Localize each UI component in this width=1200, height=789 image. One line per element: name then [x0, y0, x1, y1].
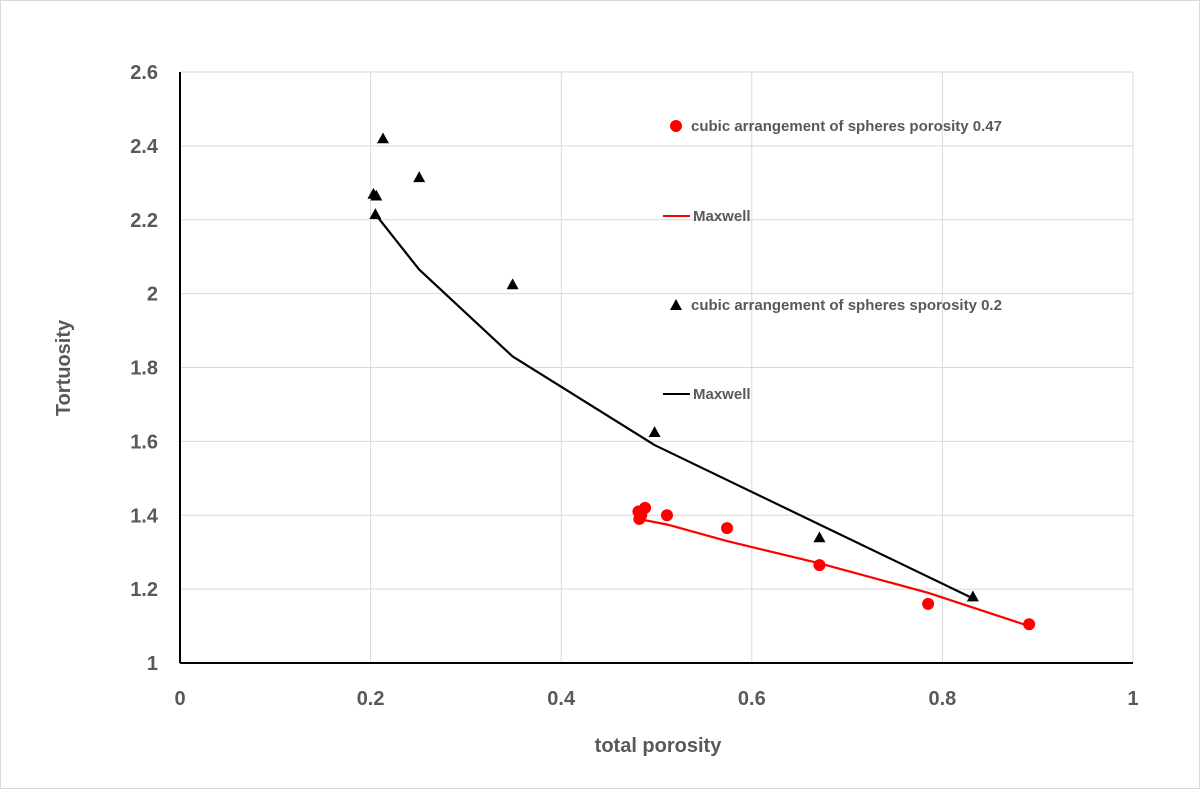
y-tick-label-7: 2.4 — [130, 136, 159, 158]
y-tick-label-3: 1.6 — [130, 431, 158, 453]
series-0-point-6 — [813, 559, 826, 572]
y-tick-label-0: 1 — [147, 653, 158, 675]
series-1-line — [638, 517, 1030, 628]
x-tick-label-1: 0.2 — [357, 688, 385, 710]
series-layer — [367, 132, 1036, 631]
x-tick-label-2: 0.4 — [547, 688, 576, 710]
legend-label-red-circles: cubic arrangement of spheres porosity 0.… — [691, 118, 1002, 135]
legend-label-black-triangles: cubic arrangement of spheres sporosity 0… — [691, 297, 1002, 314]
x-tick-label-3: 0.6 — [738, 688, 766, 710]
legend-item-black-triangles: cubic arrangement of spheres sporosity 0… — [670, 297, 1002, 314]
y-tick-labels: 1 1.2 1.4 1.6 1.8 2 2.2 2.4 2.6 — [130, 62, 159, 675]
legend-label-black-line: Maxwell — [693, 386, 751, 403]
series-0-point-8 — [1023, 618, 1036, 631]
y-tick-label-6: 2.2 — [130, 210, 158, 232]
series-2-point-4 — [413, 171, 426, 183]
series-0-point-2 — [639, 501, 652, 514]
x-tick-label-5: 1 — [1127, 688, 1138, 710]
y-tick-label-5: 2 — [147, 284, 158, 306]
legend-black-triangle-marker — [670, 299, 682, 310]
y-axis-title: Tortuosity — [53, 319, 75, 416]
x-tick-label-4: 0.8 — [928, 688, 956, 710]
series-2-point-1 — [370, 189, 383, 201]
legend-item-red-circles: cubic arrangement of spheres porosity 0.… — [670, 118, 1002, 135]
series-0-point-4 — [660, 509, 673, 522]
x-tick-label-0: 0 — [174, 688, 185, 710]
legend: cubic arrangement of spheres porosity 0.… — [663, 118, 1002, 403]
y-tick-label-4: 1.8 — [130, 358, 158, 380]
axes — [179, 72, 1133, 664]
series-2-point-7 — [813, 531, 826, 543]
x-tick-labels: 0 0.2 0.4 0.6 0.8 1 — [174, 688, 1138, 710]
gridlines — [179, 71, 1134, 664]
legend-red-circle-marker — [670, 120, 682, 132]
x-axis-title: total porosity — [595, 735, 723, 757]
legend-item-black-line: Maxwell — [663, 386, 751, 403]
series-2-point-8 — [966, 590, 979, 602]
series-2-point-6 — [648, 426, 661, 437]
series-2-point-5 — [506, 278, 519, 290]
legend-label-red-line: Maxwell — [693, 208, 751, 225]
y-tick-label-2: 1.4 — [130, 505, 159, 527]
series-0-point-5 — [721, 522, 734, 535]
y-tick-label-8: 2.6 — [130, 62, 158, 84]
legend-item-red-line: Maxwell — [663, 208, 751, 225]
y-tick-label-1: 1.2 — [130, 579, 158, 601]
series-2-point-2 — [369, 208, 382, 220]
series-0-point-7 — [922, 597, 935, 610]
series-0-point-3 — [633, 512, 646, 525]
series-2-point-3 — [376, 132, 389, 144]
series-3-line — [374, 213, 974, 600]
